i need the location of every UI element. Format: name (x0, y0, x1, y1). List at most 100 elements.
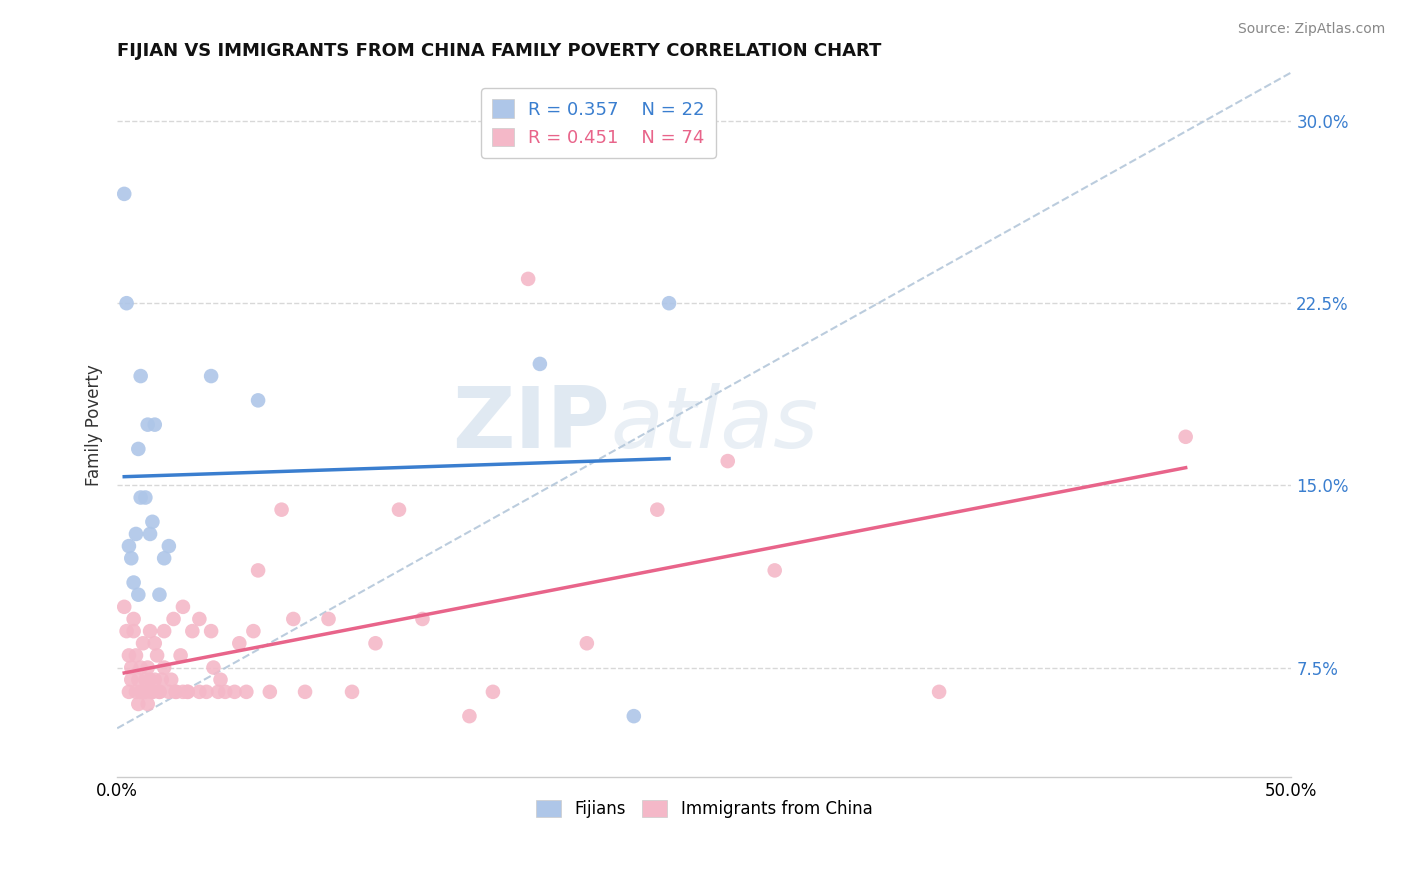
Point (717, 454, 740, 468)
Point (125, 648, 148, 663)
Point (259, 685, 281, 699)
Point (122, 624, 145, 639)
Point (340, 685, 363, 699)
Point (150, 673, 173, 687)
Text: atlas: atlas (610, 384, 818, 467)
Point (188, 685, 211, 699)
Point (115, 296, 138, 310)
Point (141, 685, 163, 699)
Text: Source: ZipAtlas.com: Source: ZipAtlas.com (1237, 22, 1385, 37)
Point (200, 369, 222, 384)
Point (202, 660, 225, 674)
Point (134, 673, 156, 687)
Point (115, 624, 138, 639)
Point (127, 697, 149, 711)
Point (112, 186, 135, 201)
Point (294, 685, 316, 699)
Point (207, 685, 229, 699)
Point (270, 502, 292, 516)
Point (153, 624, 176, 639)
Point (517, 272, 540, 286)
Point (129, 491, 152, 505)
Text: FIJIAN VS IMMIGRANTS FROM CHINA FAMILY POVERTY CORRELATION CHART: FIJIAN VS IMMIGRANTS FROM CHINA FAMILY P… (117, 42, 882, 60)
Point (209, 673, 232, 687)
Point (148, 685, 170, 699)
Y-axis label: Family Poverty: Family Poverty (86, 364, 103, 485)
Point (575, 636, 598, 650)
Point (129, 369, 152, 384)
Point (318, 612, 340, 626)
Point (623, 709, 645, 723)
Point (120, 660, 142, 674)
Point (176, 685, 198, 699)
Point (127, 588, 149, 602)
Point (118, 648, 141, 663)
Point (127, 442, 149, 456)
Point (132, 685, 155, 699)
Point (645, 502, 668, 516)
Point (165, 685, 187, 699)
Point (129, 660, 152, 674)
Point (153, 660, 176, 674)
Point (120, 673, 142, 687)
Point (169, 648, 191, 663)
Point (172, 599, 194, 614)
Point (482, 685, 505, 699)
Point (134, 685, 156, 699)
Point (148, 588, 170, 602)
Point (143, 673, 166, 687)
Point (136, 697, 159, 711)
Point (157, 539, 180, 553)
Point (132, 636, 155, 650)
Point (125, 527, 148, 541)
Point (118, 685, 141, 699)
Text: ZIP: ZIP (453, 384, 610, 467)
Point (458, 709, 481, 723)
Point (364, 636, 387, 650)
Point (224, 685, 246, 699)
Point (165, 685, 187, 699)
Point (146, 648, 169, 663)
Point (160, 673, 183, 687)
Point (127, 673, 149, 687)
Legend: Fijians, Immigrants from China: Fijians, Immigrants from China (529, 793, 879, 825)
Point (143, 636, 166, 650)
Point (153, 551, 176, 566)
Point (235, 685, 257, 699)
Point (1174, 430, 1197, 444)
Point (529, 357, 551, 371)
Point (122, 575, 145, 590)
Point (188, 612, 211, 626)
Point (118, 539, 141, 553)
Point (125, 685, 148, 699)
Point (134, 491, 156, 505)
Point (283, 612, 305, 626)
Point (247, 393, 270, 408)
Point (143, 417, 166, 432)
Point (228, 636, 250, 650)
Point (388, 502, 411, 516)
Point (200, 624, 222, 639)
Point (139, 624, 162, 639)
Point (181, 624, 204, 639)
Point (120, 551, 142, 566)
Point (141, 515, 163, 529)
Point (658, 296, 681, 310)
Point (411, 612, 433, 626)
Point (763, 563, 786, 577)
Point (928, 685, 950, 699)
Point (162, 612, 184, 626)
Point (129, 685, 152, 699)
Point (136, 417, 159, 432)
Point (136, 660, 159, 674)
Point (176, 685, 198, 699)
Point (247, 563, 270, 577)
Point (148, 685, 170, 699)
Point (139, 527, 162, 541)
Point (172, 685, 194, 699)
Point (141, 685, 163, 699)
Point (242, 624, 264, 639)
Point (157, 685, 180, 699)
Point (214, 685, 236, 699)
Point (112, 599, 135, 614)
